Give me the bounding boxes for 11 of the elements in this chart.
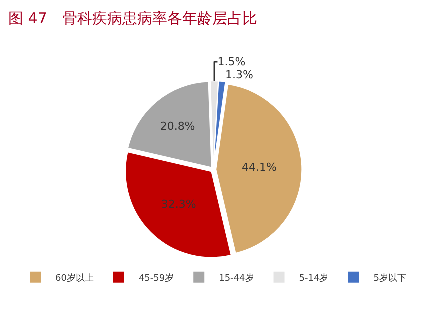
legend-label: 15-44岁	[219, 272, 254, 284]
data-label: 44.1%	[242, 161, 277, 174]
legend-label: 45-59岁	[138, 272, 174, 284]
legend-label: 5岁以下	[374, 272, 406, 284]
legend-label: 60岁以上	[56, 272, 94, 284]
chart-title: 图 47 骨科疾病患病率各年龄层占比	[8, 10, 258, 28]
data-label: 32.3%	[161, 198, 196, 212]
data-label: 1.5%	[218, 56, 246, 69]
data-label: 20.8%	[160, 120, 196, 133]
legend-label: 5-14岁	[299, 272, 329, 284]
data-label: 1.3%	[225, 68, 254, 82]
